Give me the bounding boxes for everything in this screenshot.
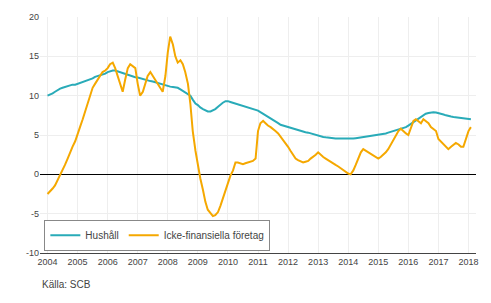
svg-text:-5: -5 (31, 209, 39, 219)
svg-text:Icke-finansiella företag: Icke-finansiella företag (164, 230, 264, 241)
svg-text:2009: 2009 (188, 257, 208, 267)
svg-text:Källa: SCB: Källa: SCB (42, 279, 91, 290)
svg-text:2004: 2004 (38, 257, 58, 267)
svg-text:2018: 2018 (458, 257, 478, 267)
svg-text:20: 20 (29, 12, 39, 22)
svg-text:2005: 2005 (68, 257, 88, 267)
svg-text:2008: 2008 (158, 257, 178, 267)
svg-text:Hushåll: Hushåll (85, 230, 118, 241)
svg-text:-10: -10 (26, 248, 39, 258)
svg-text:2012: 2012 (278, 257, 298, 267)
svg-text:2006: 2006 (98, 257, 118, 267)
svg-text:2007: 2007 (128, 257, 148, 267)
svg-text:2010: 2010 (218, 257, 238, 267)
svg-text:0: 0 (34, 169, 39, 179)
svg-text:2013: 2013 (308, 257, 328, 267)
svg-text:2011: 2011 (248, 257, 267, 267)
svg-text:2016: 2016 (398, 257, 418, 267)
svg-text:15: 15 (29, 51, 39, 61)
svg-text:10: 10 (29, 91, 39, 101)
svg-text:5: 5 (34, 130, 39, 140)
svg-text:2014: 2014 (338, 257, 358, 267)
svg-text:2017: 2017 (428, 257, 448, 267)
svg-text:2015: 2015 (368, 257, 388, 267)
